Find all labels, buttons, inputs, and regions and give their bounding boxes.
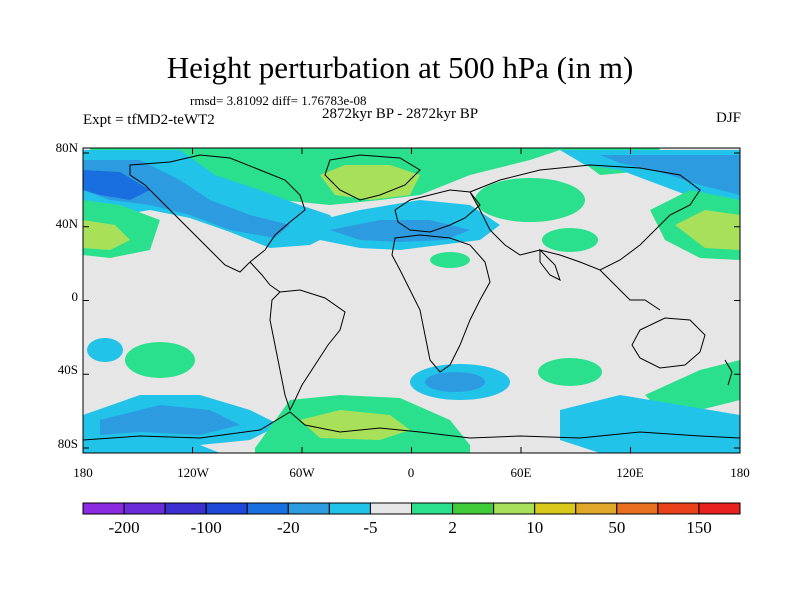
colorbar-swatch <box>82 502 125 515</box>
contour-green-sindian <box>538 358 602 386</box>
coast-australia <box>631 317 706 369</box>
colorbar-label: -200 <box>108 518 140 537</box>
lat-label: 0 <box>71 289 79 304</box>
coast-asia <box>469 164 701 271</box>
coast-new-zealand <box>724 359 733 386</box>
colorbar-swatch <box>369 502 412 515</box>
contour-blue-spacific <box>87 338 123 362</box>
colorbar-label: 50 <box>608 518 626 537</box>
lon-label: 60W <box>289 465 315 480</box>
colorbar-swatch <box>657 502 700 515</box>
lat-label: 80S <box>57 436 78 451</box>
contour-yellowgreen-pacific-west <box>83 220 130 250</box>
colorbar-swatch <box>575 502 618 515</box>
contour-green-africa <box>430 252 470 268</box>
colorbar-swatch <box>246 502 289 515</box>
colorbar-swatch <box>411 502 454 515</box>
colorbar-label: -5 <box>363 518 378 537</box>
lon-label: 60E <box>510 465 532 480</box>
coast-africa <box>391 234 491 373</box>
contour-yellowgreen-pacific-east <box>675 210 740 250</box>
period-text: 2872kyr BP - 2872kyr BP <box>322 106 479 122</box>
lat-label: 40S <box>57 362 78 377</box>
stats-text: rmsd= 3.81092 diff= 1.76783e-08 <box>190 93 367 108</box>
colorbar-label: -100 <box>190 518 222 537</box>
contour-green-asia-south <box>542 228 598 252</box>
experiment-label: Expt = tfMD2-teWT2 <box>83 112 215 128</box>
lat-label: 40N <box>55 216 78 231</box>
contour-yellowgreen-north <box>320 165 420 200</box>
colorbar <box>82 502 741 515</box>
lon-label: 120W <box>177 465 209 480</box>
coast-greenland <box>324 154 421 201</box>
colorbar-swatch <box>287 502 330 515</box>
coast-europe <box>394 189 481 233</box>
plot-title: Height perturbation at 500 hPa (in m) <box>166 50 634 85</box>
coast-south-america <box>269 289 346 412</box>
colorbar-swatch <box>616 502 659 515</box>
lon-label: 180 <box>73 465 93 480</box>
contour-blue-antarctic-east <box>560 395 740 453</box>
colorbar-label: 150 <box>686 518 712 537</box>
contour-blue-antarctic-west <box>83 438 220 453</box>
coast-central-america <box>249 261 281 293</box>
lon-label: 180 <box>730 465 750 480</box>
axis-ticks <box>82 148 741 453</box>
lat-label: 80N <box>55 140 78 155</box>
contour-green-spacific <box>125 342 195 378</box>
contour-green-spacific-east <box>645 360 740 410</box>
colorbar-swatch <box>698 502 741 515</box>
coast-india <box>539 248 561 281</box>
season-label: DJF <box>715 110 741 126</box>
lon-label: 120E <box>616 465 644 480</box>
contour-midblue-southern-ocean-west <box>100 405 240 435</box>
coastlines <box>83 154 740 441</box>
contour-midblue-siberia <box>600 155 740 195</box>
contour-green-asia <box>475 178 585 222</box>
colorbar-swatch <box>534 502 577 515</box>
coast-se-asia <box>599 269 661 311</box>
contour-darkblue-namerica <box>83 170 150 200</box>
colorbar-label: -20 <box>276 518 300 537</box>
lon-label: 0 <box>407 465 415 480</box>
colorbar-swatch <box>452 502 495 515</box>
colorbar-swatch <box>328 502 371 515</box>
contour-blue-namerica-core <box>83 160 290 238</box>
contour-field <box>83 148 740 453</box>
colorbar-label: 2 <box>448 518 457 537</box>
coast-north-america <box>129 154 306 273</box>
coast-antarctica <box>83 411 740 441</box>
colorbar-swatch <box>164 502 207 515</box>
colorbar-swatch <box>123 502 166 515</box>
colorbar-label: 10 <box>526 518 544 537</box>
colorbar-swatch <box>205 502 248 515</box>
colorbar-swatch <box>493 502 536 515</box>
contour-midblue-satlantic <box>425 372 485 392</box>
contour-yellowgreen-antarctic <box>300 410 410 440</box>
